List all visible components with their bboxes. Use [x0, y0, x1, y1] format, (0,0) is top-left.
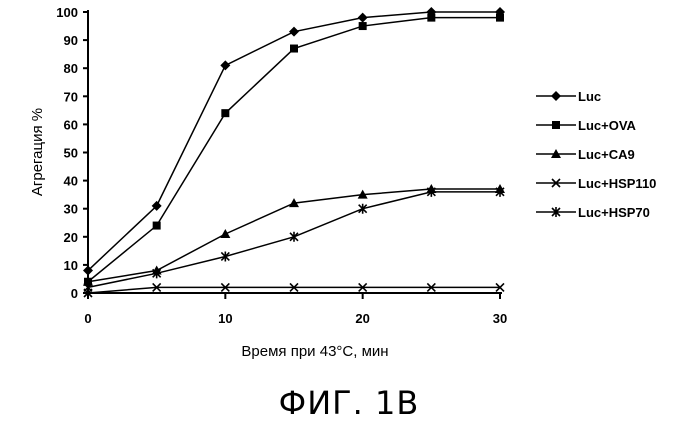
x-tick-label: 0 [84, 311, 91, 326]
legend-label-luc-hsp70: Luc+HSP70 [578, 205, 650, 220]
series-line-luc-ova [88, 18, 500, 282]
legend-marker-luc [551, 91, 561, 101]
y-tick-label: 10 [64, 258, 78, 273]
x-axis-title: Время при 43°С, мин [100, 343, 530, 360]
y-tick-label: 50 [64, 146, 78, 161]
y-tick-label: 40 [64, 174, 78, 189]
y-tick-label: 0 [71, 286, 78, 301]
y-tick-label: 20 [64, 230, 78, 245]
x-tick-label: 20 [355, 311, 369, 326]
data-point-luc-ova [153, 222, 161, 230]
chart: 0 10 20 30 40 50 60 70 80 90 100 0 10 20 30 Luc Luc+OV… [0, 0, 698, 424]
legend-label-luc-ova: Luc+OVA [578, 118, 637, 133]
series-markers [83, 7, 505, 297]
data-point-luc-ova [221, 109, 229, 117]
y-tick-label: 60 [64, 117, 78, 132]
data-point-luc [220, 60, 230, 70]
legend-marker-luc-ova [552, 121, 560, 129]
x-tick-label: 30 [493, 311, 507, 326]
legend-label-luc: Luc [578, 89, 601, 104]
legend-label-luc-hsp110: Luc+HSP110 [578, 176, 656, 191]
data-point-luc-ova [496, 14, 504, 22]
y-axis-title: Агрегация % [29, 108, 46, 196]
y-tick-label: 90 [64, 33, 78, 48]
x-tick-label: 10 [218, 311, 232, 326]
data-point-luc-ca9 [220, 229, 230, 238]
legend-label-luc-ca9: Luc+CA9 [578, 147, 635, 162]
data-point-luc-ova [359, 22, 367, 30]
data-point-luc [358, 13, 368, 23]
series-lines [88, 12, 500, 293]
y-tick-label: 70 [64, 89, 78, 104]
figure-caption: ФИГ. 1B [0, 384, 698, 422]
legend: Luc Luc+OVA Luc+CA9 Luc+HSP110 Luc+HSP70 [536, 89, 656, 220]
data-point-luc-ova [290, 45, 298, 53]
y-tick-label: 30 [64, 202, 78, 217]
data-point-luc [289, 27, 299, 37]
x-axis-ticks: 0 10 20 30 [84, 293, 507, 326]
data-point-luc-ova [427, 14, 435, 22]
y-axis-ticks: 0 10 20 30 40 50 60 70 80 90 100 [56, 5, 88, 301]
data-point-luc-hsp70 [290, 232, 298, 242]
y-tick-label: 80 [64, 61, 78, 76]
y-tick-label: 100 [56, 5, 78, 20]
